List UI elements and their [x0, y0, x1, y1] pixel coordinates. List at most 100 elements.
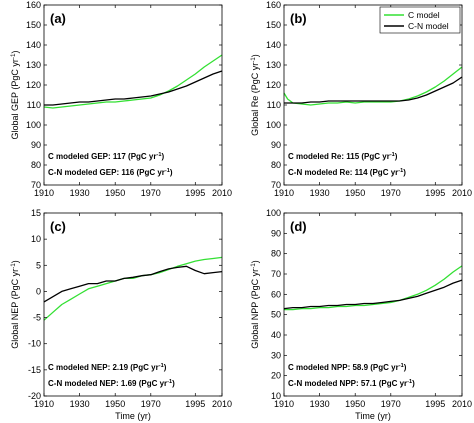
panel-d-annotation: C modeled NPP: 58.9 (PgC yr-1) — [288, 363, 407, 372]
panel-a-ytick-label: 80 — [31, 160, 41, 170]
panel-c-ytick-label: 15 — [31, 208, 41, 218]
panel-a-xtick-label: 1995 — [185, 188, 205, 198]
panel-c-annotation: C modeled NEP: 2.19 (PgC yr-1) — [48, 363, 167, 372]
panel-d: 1910 1930 1950 1970 1995 20101020304050607080… — [250, 208, 473, 421]
panel-d-series-cn-model — [283, 279, 463, 310]
panel-d-ylabel: Global NPP (PgC yr-1) — [250, 260, 261, 348]
panel-d-xtick-label: 1930 — [310, 399, 330, 409]
panel-c-letter: (c) — [50, 219, 66, 234]
panel-d-xtick-label: 2010 — [452, 399, 472, 409]
legend-label-cn-model: C-N model — [408, 21, 449, 31]
panel-b-ytick-label: 130 — [266, 60, 281, 70]
panel-c: 1910 1930 1950 1970 1995 2010 -20 -15 -10 -5 0 5 10 1… — [10, 208, 233, 421]
panel-a-annotation: C-N modeled GEP: 116 (PgC yr-1) — [48, 168, 173, 177]
panel-c-xtick-label: 1970 — [141, 399, 161, 409]
panel-c-xtick-label: 1950 — [105, 399, 125, 409]
panel-c-ytick-label: -10 — [28, 339, 41, 349]
panel-d-ytick-label: 20 — [271, 371, 281, 381]
legend-label-c-model: C model — [408, 10, 440, 20]
panel-c-ytick-label: -5 — [33, 313, 41, 323]
panel-c-ytick-label: -20 — [28, 391, 41, 401]
panel-c-xtick-label: 1995 — [185, 399, 205, 409]
panel-b-ytick-label: 160 — [266, 0, 281, 10]
panel-b-annotation: C modeled Re: 115 (PgC yr-1) — [288, 152, 398, 161]
panel-b-ytick-label: 150 — [266, 20, 281, 30]
panel-b-ylabel: Global Re (PgC yr-1) — [250, 54, 261, 136]
panel-a-letter: (a) — [50, 11, 66, 26]
panel-b-ytick-label: 80 — [271, 160, 281, 170]
panel-a-ytick-label: 70 — [31, 180, 41, 190]
panel-a-ytick-label: 100 — [26, 120, 41, 130]
panel-a-ytick-label: 110 — [27, 100, 41, 110]
panel-a-xtick-label: 1950 — [105, 188, 125, 198]
panel-a: 1910 1930 1950 1970 1995 2010 70 80 90 100 110 120 1… — [10, 0, 233, 198]
panel-d-xtick-label: 1995 — [425, 399, 445, 409]
panel-b-ytick-label: 90 — [271, 140, 281, 150]
panel-c-series-c-model — [43, 256, 223, 321]
panel-b: 1910 1930 1950 1970 1995 2010 70 80 90 100 110 120 1… — [250, 0, 473, 198]
panel-d-series-c-model — [284, 265, 463, 311]
panel-c-xlabel: Time (yr) — [115, 411, 151, 421]
panel-b-xtick-label: 1970 — [381, 188, 401, 198]
panel-a-ytick-label: 150 — [26, 20, 41, 30]
panel-c-ytick-label: 5 — [36, 260, 41, 270]
panel-c-ytick-label: 10 — [31, 234, 41, 244]
panel-b-xtick-label: 1950 — [345, 188, 365, 198]
panel-d-ytick-label: 100 — [266, 208, 281, 218]
panel-d-xtick-label: 1910 — [274, 399, 294, 409]
panel-c-ylabel: Global NEP (PgC yr-1) — [10, 260, 21, 348]
panel-a-ytick-label: 90 — [31, 140, 41, 150]
panel-b-ytick-label: 110 — [267, 100, 281, 110]
panel-b-ytick-label: 140 — [266, 40, 281, 50]
panel-c-annotation: C-N modeled NEP: 1.69 (PgC yr-1) — [48, 379, 175, 388]
panel-d-ytick-label: 40 — [271, 330, 281, 340]
panel-a-xtick-label: 1910 — [34, 188, 54, 198]
panel-c-ytick-label: 0 — [36, 286, 41, 296]
panel-b-xtick-label: 1995 — [425, 188, 445, 198]
panel-d-ytick-label: 10 — [271, 391, 281, 401]
panel-b-series-cn-model — [284, 76, 463, 104]
legend-box — [379, 6, 461, 34]
panel-a-ytick-label: 140 — [26, 40, 41, 50]
panel-b-xtick-label: 1910 — [274, 188, 294, 198]
panel-b-ytick-label: 100 — [266, 120, 281, 130]
panel-a-series-cn-model — [44, 70, 223, 106]
panel-a-axes-box — [43, 4, 223, 186]
panel-b-ytick-label: 70 — [271, 180, 281, 190]
panel-b-ytick-label: 120 — [266, 80, 281, 90]
panel-d-letter: (d) — [290, 219, 307, 234]
panel-b-axes-box — [283, 4, 463, 186]
panel-d-annotation: C-N modeled NPP: 57.1 (PgC yr-1) — [288, 379, 415, 388]
panel-b-annotation: C-N modeled Re: 114 (PgC yr-1) — [288, 168, 406, 177]
panel-d-ytick-label: 60 — [271, 289, 281, 299]
panel-c-ytick-label: -15 — [28, 365, 41, 375]
panel-d-xtick-label: 1950 — [345, 399, 365, 409]
panel-d-xtick-label: 1970 — [381, 399, 401, 409]
panel-c-xtick-label: 1930 — [70, 399, 90, 409]
panel-d-ytick-label: 30 — [271, 350, 281, 360]
panel-b-xtick-label: 2010 — [452, 188, 472, 198]
panel-a-ytick-label: 120 — [26, 80, 41, 90]
panel-b-letter: (b) — [290, 11, 307, 26]
panel-c-xtick-label: 2010 — [212, 399, 232, 409]
panel-d-ytick-label: 50 — [271, 310, 281, 320]
panel-c-series-cn-model — [43, 265, 223, 303]
panel-d-ytick-label: 90 — [271, 228, 281, 238]
panel-b-series-c-model — [283, 66, 463, 106]
panel-d-axes-box — [283, 212, 463, 397]
panel-c-axes-box — [43, 212, 223, 397]
panel-a-xtick-label: 1930 — [70, 188, 90, 198]
panel-a-xtick-label: 1970 — [141, 188, 161, 198]
panel-a-ytick-label: 160 — [26, 0, 41, 10]
panel-a-annotation: C modeled GEP: 117 (PgC yr-1) — [48, 152, 164, 161]
panel-a-ytick-label: 130 — [26, 60, 41, 70]
panel-b-xtick-label: 1930 — [310, 188, 330, 198]
panel-a-ylabel: Global GEP (PgC yr-1) — [10, 51, 21, 140]
panel-a-xtick-label: 2010 — [212, 188, 232, 198]
panel-d-ytick-label: 70 — [271, 269, 281, 279]
panel-a-series-c-model — [43, 54, 223, 109]
panel-d-xlabel: Time (yr) — [355, 411, 391, 421]
panel-c-xtick-label: 1910 — [34, 399, 54, 409]
